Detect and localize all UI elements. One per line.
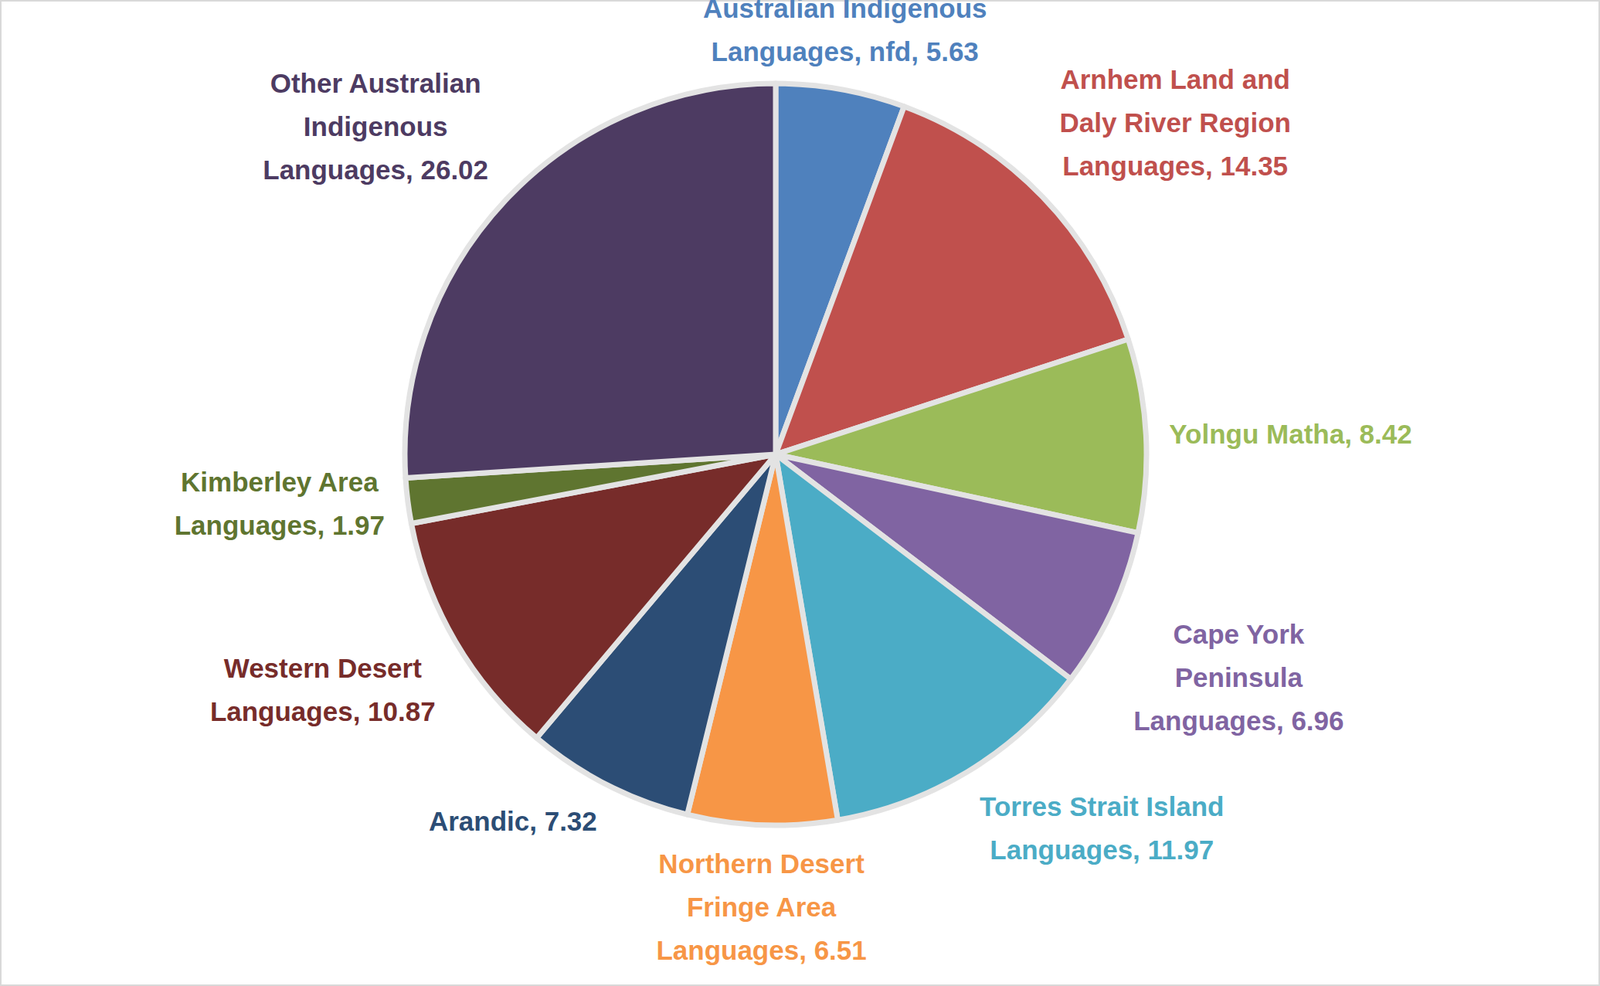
data-label-line: Languages, 1.97 (174, 509, 385, 541)
data-label-line: Daly River Region (1059, 107, 1291, 138)
data-label-line: Languages, 6.96 (1133, 705, 1344, 736)
label-separator: , (353, 696, 368, 727)
data-label-line: Western Desert (224, 652, 422, 683)
label-separator: , (1205, 150, 1220, 181)
data-label: Kimberley Area Languages, 1.97 (174, 466, 385, 541)
label-value: 10.87 (367, 696, 436, 727)
data-label-line: Languages, 26.02 (262, 154, 489, 185)
label-category: Languages (1062, 150, 1206, 181)
data-label-line: Fringe Area (686, 891, 837, 922)
label-category: Languages (210, 696, 354, 727)
data-label-line: Australian Indigenous (703, 0, 988, 24)
data-label: Other Australian Indigenous Languages, 26.… (262, 67, 489, 185)
data-label: Cape York Peninsula Languages, 6.96 (1133, 618, 1344, 736)
data-label: Northern Desert Fringe Area Languages, 6.5… (655, 848, 867, 965)
data-label-line: Kimberley Area (180, 466, 379, 497)
data-label: Western Desert Languages, 10.87 (210, 652, 436, 727)
data-label-line: Languages, 10.87 (210, 696, 436, 727)
label-value: 6.51 (814, 934, 867, 965)
data-label: Australian Indigenous Languages, nfd, 5.6… (703, 0, 988, 67)
label-value: 6.96 (1290, 705, 1344, 736)
label-separator: , (316, 509, 332, 541)
label-category: Australian Indigenous (703, 0, 988, 24)
label-value: 7.32 (544, 805, 598, 836)
data-label-line: Languages, 6.51 (655, 934, 867, 965)
label-separator: , (1132, 834, 1148, 865)
pie (404, 83, 1147, 826)
label-category: Western Desert (224, 652, 422, 683)
label-category: Languages (262, 154, 406, 185)
label-category: Languages (174, 509, 318, 541)
data-label-line: Cape York (1172, 618, 1305, 649)
data-label: Yolngu Matha, 8.42 (1168, 418, 1412, 449)
data-label-line: Arnhem Land and (1059, 64, 1291, 95)
label-category: Languages (655, 934, 799, 965)
label-category: Peninsula (1175, 662, 1304, 693)
chart-root: Australian Indigenous Languages, nfd, 5.6… (0, 0, 1600, 986)
label-category: Yolngu Matha (1168, 418, 1345, 449)
label-category: Cape York (1172, 618, 1305, 649)
label-separator: , (1276, 705, 1291, 736)
data-label: Torres Strait Island Languages, 11.97 (979, 791, 1224, 865)
label-category: Arnhem Land and (1059, 64, 1291, 95)
label-value: 8.42 (1359, 418, 1413, 449)
label-category: Other Australian (270, 67, 482, 99)
data-label: Arnhem Land and Daly River Region Language… (1059, 64, 1291, 181)
data-label-line: Northern Desert (658, 848, 865, 879)
data-label-line: Languages, 14.35 (1062, 150, 1288, 181)
label-category: Languages (989, 834, 1133, 865)
label-category: Indigenous (303, 111, 449, 142)
label-category: Languages (1133, 705, 1277, 736)
label-category: Torres Strait Island (979, 791, 1224, 822)
label-category: Languages, nfd (711, 36, 912, 67)
data-label-line: Languages, 11.97 (989, 834, 1214, 865)
data-label-line: Languages, nfd, 5.63 (711, 36, 979, 67)
label-category: Kimberley Area (180, 466, 379, 497)
data-label: Arandic, 7.32 (428, 805, 598, 836)
data-label-line: Peninsula (1175, 662, 1304, 693)
label-separator: , (529, 805, 544, 836)
data-label-line: Yolngu Matha, 8.42 (1168, 418, 1412, 449)
label-value: 26.02 (420, 154, 489, 185)
label-separator: , (910, 36, 926, 67)
label-value: 11.97 (1148, 834, 1215, 865)
label-value: 5.63 (926, 36, 979, 67)
label-category: Northern Desert (658, 848, 865, 879)
chart-frame (0, 0, 1600, 986)
label-category: Fringe Area (686, 891, 837, 922)
pie-slice (404, 83, 776, 479)
label-value: 1.97 (332, 509, 385, 541)
label-category: Arandic (428, 805, 530, 836)
data-label-line: Indigenous (303, 111, 449, 142)
label-separator: , (405, 154, 421, 185)
label-separator: , (1344, 418, 1359, 449)
label-category: Daly River Region (1059, 107, 1291, 138)
data-label-line: Other Australian (270, 67, 482, 99)
label-separator: , (798, 934, 814, 965)
data-labels: Australian Indigenous Languages, nfd, 5.6… (174, 0, 1413, 965)
data-label-line: Arandic, 7.32 (428, 805, 598, 836)
label-value: 14.35 (1219, 150, 1288, 181)
data-label-line: Torres Strait Island (979, 791, 1224, 822)
